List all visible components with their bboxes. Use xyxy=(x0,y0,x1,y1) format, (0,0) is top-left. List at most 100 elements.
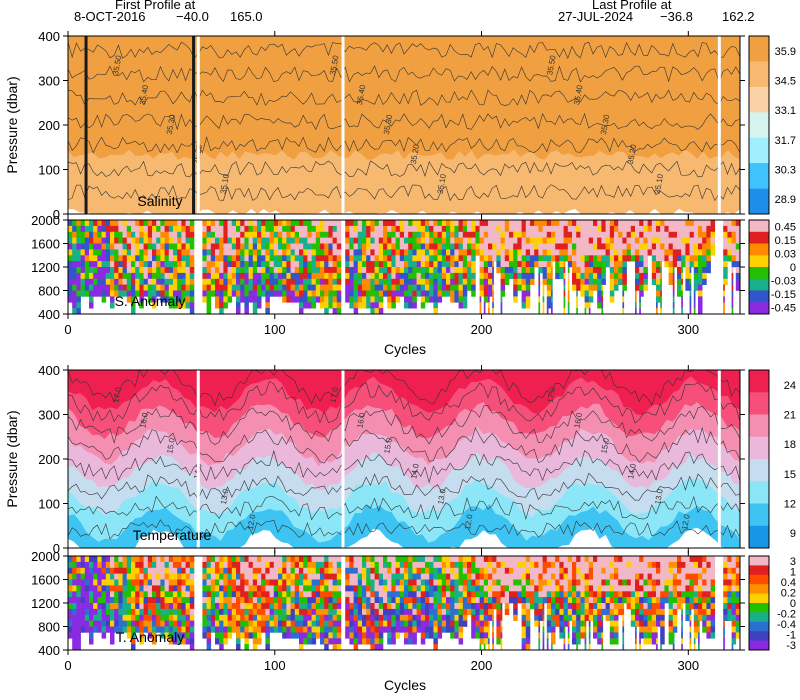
panel-temperature-anomaly: T. Anomaly 400 800 1200 1600 2000 0 100 200 300 Cy… xyxy=(31,549,796,693)
colorbar-label: 3 xyxy=(790,556,796,568)
contour-label: 35.30 xyxy=(599,113,611,135)
colorbar-swatch xyxy=(749,392,769,415)
colorbar-swatch xyxy=(749,584,769,594)
y-tick-label: 800 xyxy=(38,284,60,299)
y-tick-label: 0 xyxy=(53,207,60,222)
colorbar-label: 0 xyxy=(790,262,796,274)
y-tick-label: 1200 xyxy=(31,260,60,275)
data-gap xyxy=(341,370,345,548)
contour-label: 35.40 xyxy=(572,84,584,106)
x-tick-label: 200 xyxy=(471,658,493,673)
x-tick-label: 100 xyxy=(264,322,286,337)
colorbar-label: -0.2 xyxy=(777,608,796,620)
y-tick-label: 1600 xyxy=(31,237,60,252)
colorbar-swatch xyxy=(749,370,769,393)
panel-salinity: 35.50 35.50 35.50 35.40 35.40 35.40 35.30 35.30… xyxy=(4,29,796,222)
contour-label: 17.0 xyxy=(111,386,123,403)
y-axis-label: Pressure (dbar) xyxy=(4,410,20,507)
colorbar-swatch xyxy=(749,612,769,623)
colorbar-frame xyxy=(748,219,770,315)
y-tick-label: 300 xyxy=(38,408,60,423)
colorbar-swatch xyxy=(749,556,769,566)
first-profile-date: 8-OCT-2016 xyxy=(74,9,146,24)
contour-label: 35.50 xyxy=(328,54,340,76)
panel-label: Temperature xyxy=(133,527,212,543)
y-tick-label: 0 xyxy=(53,541,60,556)
contour-label: 17.0 xyxy=(329,386,341,403)
data-gap xyxy=(341,36,345,214)
colorbar-swatch xyxy=(749,525,769,549)
x-tick-label: 300 xyxy=(677,658,699,673)
colorbar-swatch xyxy=(749,436,769,460)
colorbar-swatch xyxy=(749,603,769,613)
colorbar-swatch xyxy=(749,481,769,504)
first-profile-lon: 165.0 xyxy=(230,9,263,24)
colorbar-label: -0.03 xyxy=(771,275,796,287)
contour-label: 35.20 xyxy=(409,143,421,165)
y-tick-label: 100 xyxy=(38,163,60,178)
colorbar-swatch xyxy=(749,220,769,233)
colorbar-swatch xyxy=(749,267,769,280)
last-profile-lat: −36.8 xyxy=(660,9,693,24)
colorbar-label: 34.5 xyxy=(775,76,796,88)
contour-label: 35.20 xyxy=(626,143,638,165)
colorbar-swatch xyxy=(749,231,769,244)
colorbar-label: 24 xyxy=(784,380,796,392)
colorbar-swatch xyxy=(749,188,769,215)
x-tick-label: 100 xyxy=(264,658,286,673)
y-tick-label: 400 xyxy=(38,307,60,322)
y-tick-label: 100 xyxy=(38,497,60,512)
colorbar-label: 0.03 xyxy=(775,249,796,261)
y-axis-label: Pressure (dbar) xyxy=(4,76,20,173)
colorbar-frame xyxy=(748,35,770,215)
contour-label: 35.50 xyxy=(545,54,557,76)
colorbar-swatch xyxy=(749,112,769,139)
colorbar-swatch xyxy=(749,163,769,189)
colorbar-swatch xyxy=(749,631,769,641)
y-tick-label: 1600 xyxy=(31,573,60,588)
contour-label: 14.0 xyxy=(409,462,421,479)
colorbar-swatch xyxy=(749,459,769,482)
colorbar-swatch xyxy=(749,414,769,438)
contour-label: 35.30 xyxy=(382,113,394,135)
colorbar-label: 0.2 xyxy=(781,588,796,600)
colorbar-label: 28.9 xyxy=(775,194,796,206)
first-profile-lat: −40.0 xyxy=(176,9,209,24)
contour-label: 35.40 xyxy=(138,84,150,106)
data-gap xyxy=(196,36,200,214)
contour-label: 15.0 xyxy=(599,437,611,454)
colorbar-swatch xyxy=(749,621,769,632)
contour-label: 35.10 xyxy=(219,173,231,195)
y-tick-label: 400 xyxy=(38,643,60,658)
colorbar-swatch xyxy=(749,36,769,62)
contour-label: 35.40 xyxy=(355,84,367,106)
dark-streak xyxy=(192,36,196,214)
last-profile-date: 27-JUL-2024 xyxy=(558,9,634,24)
contour-label: 12.0 xyxy=(680,513,692,530)
x-axis-label: Cycles xyxy=(384,341,426,357)
x-tick-label: 300 xyxy=(677,322,699,337)
y-tick-label: 2000 xyxy=(31,549,60,564)
colorbar-label: 31.7 xyxy=(775,135,796,147)
colorbar-swatch xyxy=(749,302,769,315)
data-gap xyxy=(717,36,721,214)
colorbar-swatch xyxy=(749,137,769,164)
colorbar-label: -0.15 xyxy=(771,289,796,301)
contour-label: 13.0 xyxy=(653,488,665,505)
colorbar-label: 35.9 xyxy=(775,46,796,58)
colorbar-swatch xyxy=(749,574,769,585)
data-gap xyxy=(196,370,200,548)
contour-label: 16.0 xyxy=(573,411,585,428)
dark-streak xyxy=(84,36,88,214)
last-profile-label: Last Profile at xyxy=(592,0,672,12)
panel-label: S. Anomaly xyxy=(115,293,186,309)
colorbar-label: 30.3 xyxy=(775,165,796,177)
y-tick-label: 400 xyxy=(38,29,60,44)
colorbar-label: 1 xyxy=(790,567,796,579)
colorbar-swatch xyxy=(749,593,769,604)
colorbar-label: -0.45 xyxy=(771,302,796,314)
x-tick-label: 200 xyxy=(471,322,493,337)
colorbar-label: 0.15 xyxy=(775,235,796,247)
colorbar-frame xyxy=(748,369,770,549)
